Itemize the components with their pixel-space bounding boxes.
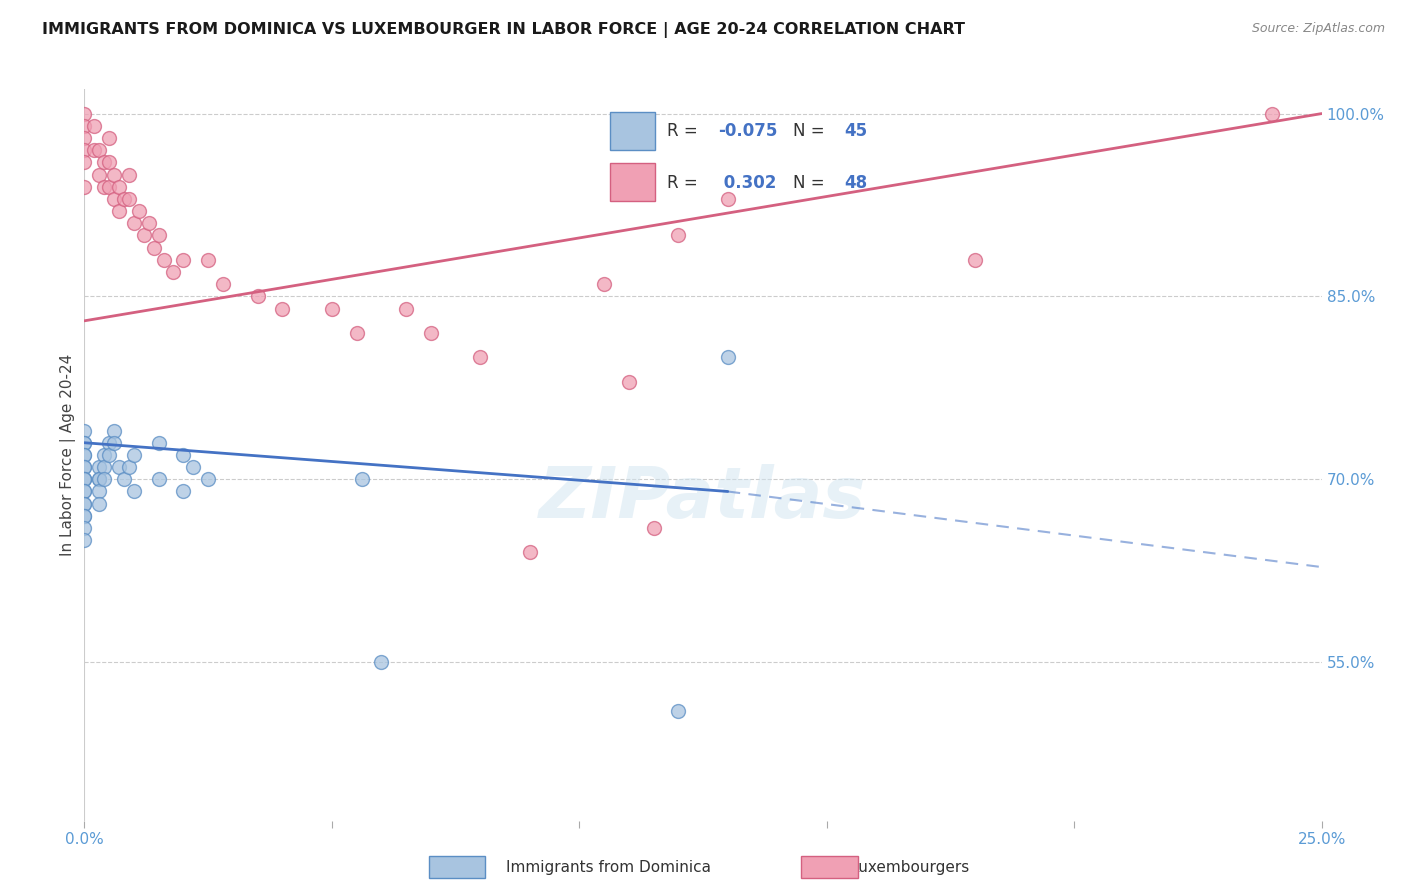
Point <box>717 192 740 206</box>
Point <box>197 252 219 267</box>
Point <box>89 472 111 486</box>
Point <box>73 424 96 438</box>
Point <box>419 326 441 340</box>
Point <box>122 216 145 230</box>
Point <box>103 435 125 450</box>
Point <box>73 119 96 133</box>
Point <box>108 460 131 475</box>
Point <box>73 484 96 499</box>
Point <box>73 448 96 462</box>
Point <box>73 143 96 157</box>
Point <box>98 435 121 450</box>
Point <box>73 508 96 523</box>
Point <box>148 435 170 450</box>
Point <box>118 168 141 182</box>
Point <box>122 484 145 499</box>
Point <box>212 277 235 292</box>
Point <box>346 326 368 340</box>
Point <box>965 252 987 267</box>
Point <box>118 460 141 475</box>
Point <box>73 497 96 511</box>
Text: IMMIGRANTS FROM DOMINICA VS LUXEMBOURGER IN LABOR FORCE | AGE 20-24 CORRELATION : IMMIGRANTS FROM DOMINICA VS LUXEMBOURGER… <box>42 22 965 38</box>
Point <box>132 228 155 243</box>
Point <box>73 435 96 450</box>
Point <box>73 533 96 548</box>
Point <box>73 508 96 523</box>
Point <box>519 545 541 559</box>
Point <box>643 521 665 535</box>
Point <box>93 179 115 194</box>
Point <box>172 252 194 267</box>
Point <box>98 448 121 462</box>
Point <box>73 472 96 486</box>
Point <box>172 448 194 462</box>
Point <box>73 460 96 475</box>
Point <box>89 168 111 182</box>
Point <box>73 435 96 450</box>
Point <box>470 351 492 365</box>
Point <box>73 497 96 511</box>
Point <box>93 448 115 462</box>
Point <box>321 301 343 316</box>
Point <box>112 192 135 206</box>
Point <box>1261 106 1284 120</box>
Point <box>108 179 131 194</box>
Point <box>148 228 170 243</box>
Point <box>197 472 219 486</box>
Point <box>118 192 141 206</box>
Point <box>103 424 125 438</box>
Text: Source: ZipAtlas.com: Source: ZipAtlas.com <box>1251 22 1385 36</box>
Point <box>181 460 204 475</box>
Point <box>83 143 105 157</box>
Point <box>162 265 184 279</box>
Point <box>98 179 121 194</box>
Point <box>73 179 96 194</box>
Point <box>112 472 135 486</box>
Point <box>73 472 96 486</box>
Point <box>370 655 392 669</box>
Point <box>89 472 111 486</box>
Y-axis label: In Labor Force | Age 20-24: In Labor Force | Age 20-24 <box>60 354 76 556</box>
Point <box>271 301 294 316</box>
Point <box>73 460 96 475</box>
Point <box>83 119 105 133</box>
Point <box>89 497 111 511</box>
Point <box>593 277 616 292</box>
Point <box>666 704 689 718</box>
Point <box>89 460 111 475</box>
Point <box>98 131 121 145</box>
Point <box>148 472 170 486</box>
Point <box>142 241 165 255</box>
Point <box>73 484 96 499</box>
Point <box>717 351 740 365</box>
Point <box>108 204 131 219</box>
Text: ZIPatlas: ZIPatlas <box>540 465 866 533</box>
Point <box>89 484 111 499</box>
Point <box>395 301 418 316</box>
Point <box>103 168 125 182</box>
Text: Immigrants from Dominica: Immigrants from Dominica <box>506 860 711 874</box>
Point <box>73 106 96 120</box>
Point <box>73 472 96 486</box>
Point <box>172 484 194 499</box>
Point <box>152 252 174 267</box>
Point <box>138 216 160 230</box>
Point <box>122 448 145 462</box>
Point <box>666 228 689 243</box>
Point <box>73 131 96 145</box>
Point <box>73 448 96 462</box>
Point <box>93 472 115 486</box>
Point <box>617 375 640 389</box>
Point <box>128 204 150 219</box>
Text: Luxembourgers: Luxembourgers <box>851 860 970 874</box>
Point <box>350 472 373 486</box>
Point <box>73 521 96 535</box>
Point <box>98 155 121 169</box>
Point <box>93 460 115 475</box>
Point <box>103 192 125 206</box>
Point <box>89 143 111 157</box>
Point <box>246 289 269 303</box>
Point <box>73 155 96 169</box>
Point <box>93 155 115 169</box>
